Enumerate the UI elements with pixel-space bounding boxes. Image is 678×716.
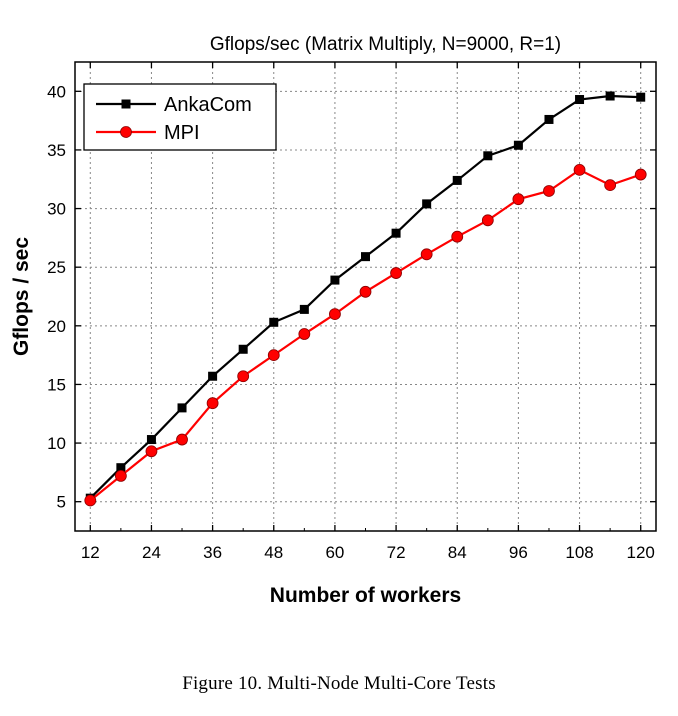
figure-caption: Figure 10. Multi-Node Multi-Core Tests xyxy=(182,673,496,694)
legend-label-ankacom: AnkaCom xyxy=(164,94,252,116)
x-tick-label: 108 xyxy=(565,543,593,562)
x-tick-label: 72 xyxy=(387,543,406,562)
data-point-mpi xyxy=(634,168,647,181)
x-tick-label: 84 xyxy=(448,543,467,562)
data-point-ankacom xyxy=(238,344,248,354)
data-point-mpi xyxy=(481,214,494,227)
data-point-mpi xyxy=(359,285,372,298)
data-point-mpi xyxy=(420,248,433,261)
data-point-mpi xyxy=(298,328,311,340)
data-point-ankacom xyxy=(208,371,218,381)
data-point-mpi xyxy=(176,433,188,446)
data-point-mpi xyxy=(451,230,464,243)
data-point-ankacom xyxy=(513,140,523,150)
data-point-ankacom xyxy=(299,304,309,314)
data-point-mpi xyxy=(543,185,555,197)
legend-box xyxy=(83,83,277,151)
x-tick-label: 36 xyxy=(203,543,222,562)
y-tick-label: 15 xyxy=(47,375,66,394)
y-tick-label: 40 xyxy=(47,82,66,101)
data-point-ankacom xyxy=(269,317,279,327)
data-point-ankacom xyxy=(146,435,156,445)
x-tick-label: 60 xyxy=(325,543,344,562)
data-point-mpi xyxy=(237,370,250,383)
x-tick-label: 120 xyxy=(627,543,655,562)
data-point-ankacom xyxy=(636,92,646,102)
y-tick-label: 20 xyxy=(47,317,66,336)
data-point-mpi xyxy=(84,494,97,507)
data-point-ankacom xyxy=(116,463,126,473)
data-point-mpi xyxy=(390,267,402,279)
data-point-ankacom xyxy=(177,403,187,413)
data-point-mpi xyxy=(267,349,280,362)
y-tick-label: 35 xyxy=(47,141,66,160)
data-point-ankacom xyxy=(422,199,432,209)
data-point-mpi xyxy=(145,445,158,458)
data-point-ankacom xyxy=(544,114,554,124)
data-point-ankacom xyxy=(483,151,493,161)
y-tick-label: 30 xyxy=(47,200,66,219)
data-point-mpi xyxy=(604,179,617,192)
y-tick-label: 10 xyxy=(47,434,66,453)
data-point-mpi xyxy=(329,308,341,320)
data-point-mpi xyxy=(573,163,586,176)
data-point-ankacom xyxy=(452,175,462,185)
y-tick-label: 5 xyxy=(57,493,66,512)
series-line-mpi xyxy=(89,168,642,502)
x-tick-label: 24 xyxy=(142,543,161,562)
y-tick-label: 25 xyxy=(47,258,66,277)
x-tick-label: 96 xyxy=(509,543,528,562)
legend-label-mpi: MPI xyxy=(164,122,200,144)
data-point-ankacom xyxy=(391,228,401,238)
x-tick-label: 48 xyxy=(264,543,283,562)
legend-marker-ankacom xyxy=(121,99,131,109)
data-point-ankacom xyxy=(575,95,585,105)
chart-title: Gflops/sec (Matrix Multiply, N=9000, R=1… xyxy=(210,34,561,55)
x-tick-label: 12 xyxy=(81,543,100,562)
data-point-ankacom xyxy=(361,252,370,262)
legend-marker-mpi xyxy=(120,126,132,138)
data-point-ankacom xyxy=(605,91,615,101)
data-point-ankacom xyxy=(330,275,340,285)
data-point-mpi xyxy=(512,193,525,206)
data-point-mpi xyxy=(206,397,219,410)
data-point-mpi xyxy=(114,469,127,482)
x-axis-title: Number of workers xyxy=(270,584,461,607)
y-axis-title: Gflops / sec xyxy=(10,237,33,356)
